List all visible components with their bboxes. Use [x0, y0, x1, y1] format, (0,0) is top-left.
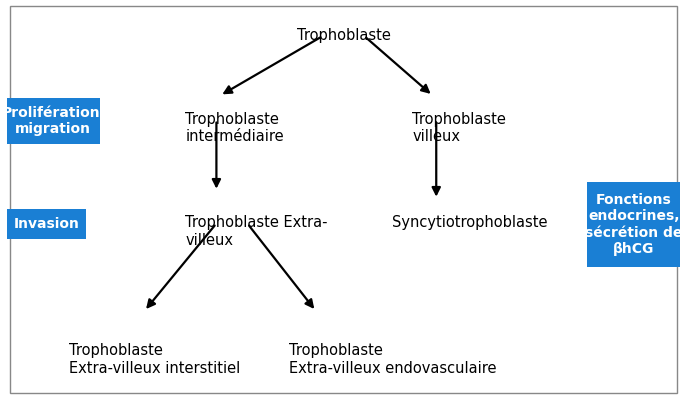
Text: Trophoblaste: Trophoblaste [297, 28, 390, 43]
Text: Syncytiotrophoblaste: Syncytiotrophoblaste [392, 215, 547, 231]
FancyBboxPatch shape [7, 98, 100, 144]
Text: Trophoblaste
intermédiaire: Trophoblaste intermédiaire [185, 112, 284, 144]
Text: Trophoblaste Extra-
villeux: Trophoblaste Extra- villeux [185, 215, 328, 248]
Text: Invasion: Invasion [14, 217, 79, 231]
Text: Prolifération,
migration: Prolifération, migration [1, 106, 105, 136]
Text: Trophoblaste
Extra-villeux interstitiel: Trophoblaste Extra-villeux interstitiel [69, 343, 240, 375]
FancyBboxPatch shape [587, 182, 680, 267]
FancyBboxPatch shape [7, 209, 86, 239]
Text: Fonctions
endocrines,
sécrétion de
βhCG: Fonctions endocrines, sécrétion de βhCG [585, 193, 682, 256]
Text: Trophoblaste
villeux: Trophoblaste villeux [412, 112, 506, 144]
Text: Trophoblaste
Extra-villeux endovasculaire: Trophoblaste Extra-villeux endovasculair… [289, 343, 496, 375]
